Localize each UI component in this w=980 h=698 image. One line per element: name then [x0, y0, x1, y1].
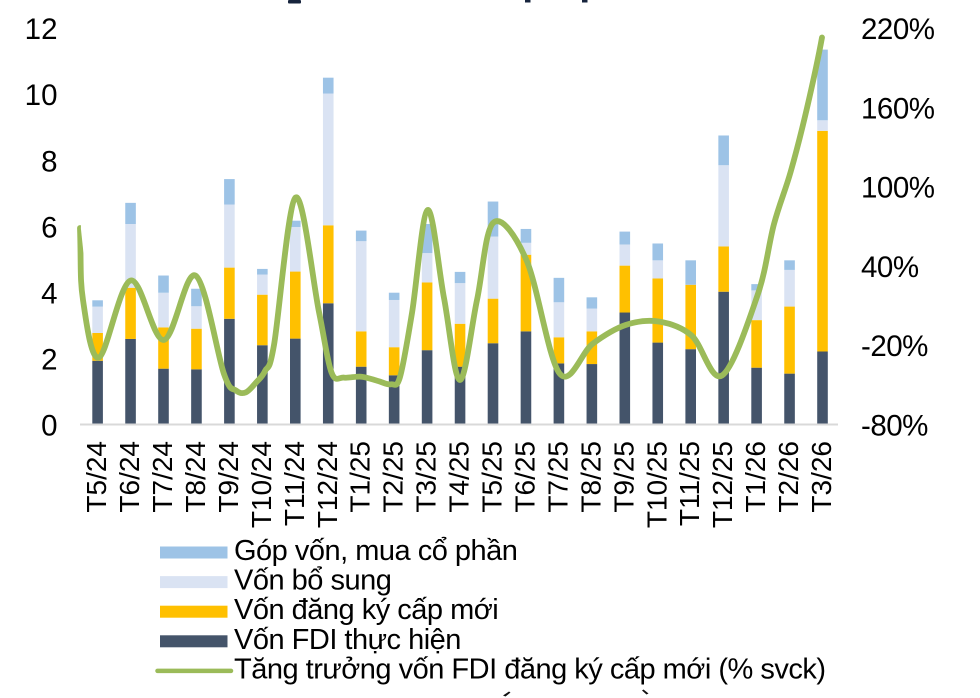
- svg-text:T8/24: T8/24: [180, 441, 211, 513]
- svg-text:Góp vốn, mua cổ phần: Góp vốn, mua cổ phần: [234, 535, 517, 567]
- svg-text:Tăng trưởng vốn FDI đăng ký cấ: Tăng trưởng vốn FDI đăng ký cấp mới (% s…: [234, 653, 825, 685]
- svg-text:T5/24: T5/24: [81, 441, 112, 513]
- svg-text:T8/25: T8/25: [575, 441, 606, 513]
- svg-text:T2/25: T2/25: [378, 441, 409, 513]
- svg-text:4: 4: [41, 277, 57, 310]
- svg-text:12: 12: [25, 13, 58, 46]
- svg-text:T11/24: T11/24: [279, 441, 310, 526]
- svg-text:T3/26: T3/26: [806, 441, 837, 513]
- svg-text:Vốn bổ sung: Vốn bổ sung: [234, 565, 391, 597]
- svg-text:160%: 160%: [861, 92, 935, 125]
- svg-text:100%: 100%: [861, 172, 935, 205]
- svg-text:T9/24: T9/24: [213, 441, 244, 513]
- svg-text:-20%: -20%: [861, 330, 928, 363]
- svg-text:T3/25: T3/25: [411, 441, 442, 513]
- svg-text:T10/24: T10/24: [246, 441, 277, 528]
- svg-text:-80%: -80%: [861, 410, 928, 443]
- svg-text:T6/24: T6/24: [114, 441, 145, 513]
- svg-text:6: 6: [41, 211, 57, 244]
- svg-text:T12/24: T12/24: [312, 441, 343, 528]
- svg-text:T2/26: T2/26: [773, 441, 804, 513]
- svg-text:40%: 40%: [861, 251, 919, 284]
- svg-text:T1/26: T1/26: [740, 441, 771, 513]
- svg-text:Vốn đăng ký cấp mới: Vốn đăng ký cấp mới: [234, 594, 498, 626]
- svg-text:0: 0: [41, 410, 57, 443]
- svg-text:T6/25: T6/25: [510, 441, 541, 513]
- svg-text:T5/25: T5/25: [477, 441, 508, 513]
- svg-text:T7/24: T7/24: [147, 441, 178, 513]
- svg-text:T11/25: T11/25: [674, 441, 705, 526]
- svg-text:T9/25: T9/25: [608, 441, 639, 513]
- svg-text:10: 10: [25, 79, 58, 112]
- svg-text:8: 8: [41, 145, 57, 178]
- svg-text:T7/25: T7/25: [542, 441, 573, 513]
- svg-text:T10/25: T10/25: [641, 441, 672, 528]
- svg-text:T12/25: T12/25: [707, 441, 738, 528]
- svg-text:2: 2: [41, 343, 57, 376]
- svg-text:T4/25: T4/25: [444, 441, 475, 513]
- svg-text:Vốn FDI thực hiện: Vốn FDI thực hiện: [234, 624, 461, 656]
- svg-text:220%: 220%: [861, 13, 935, 46]
- svg-text:T1/25: T1/25: [345, 441, 376, 513]
